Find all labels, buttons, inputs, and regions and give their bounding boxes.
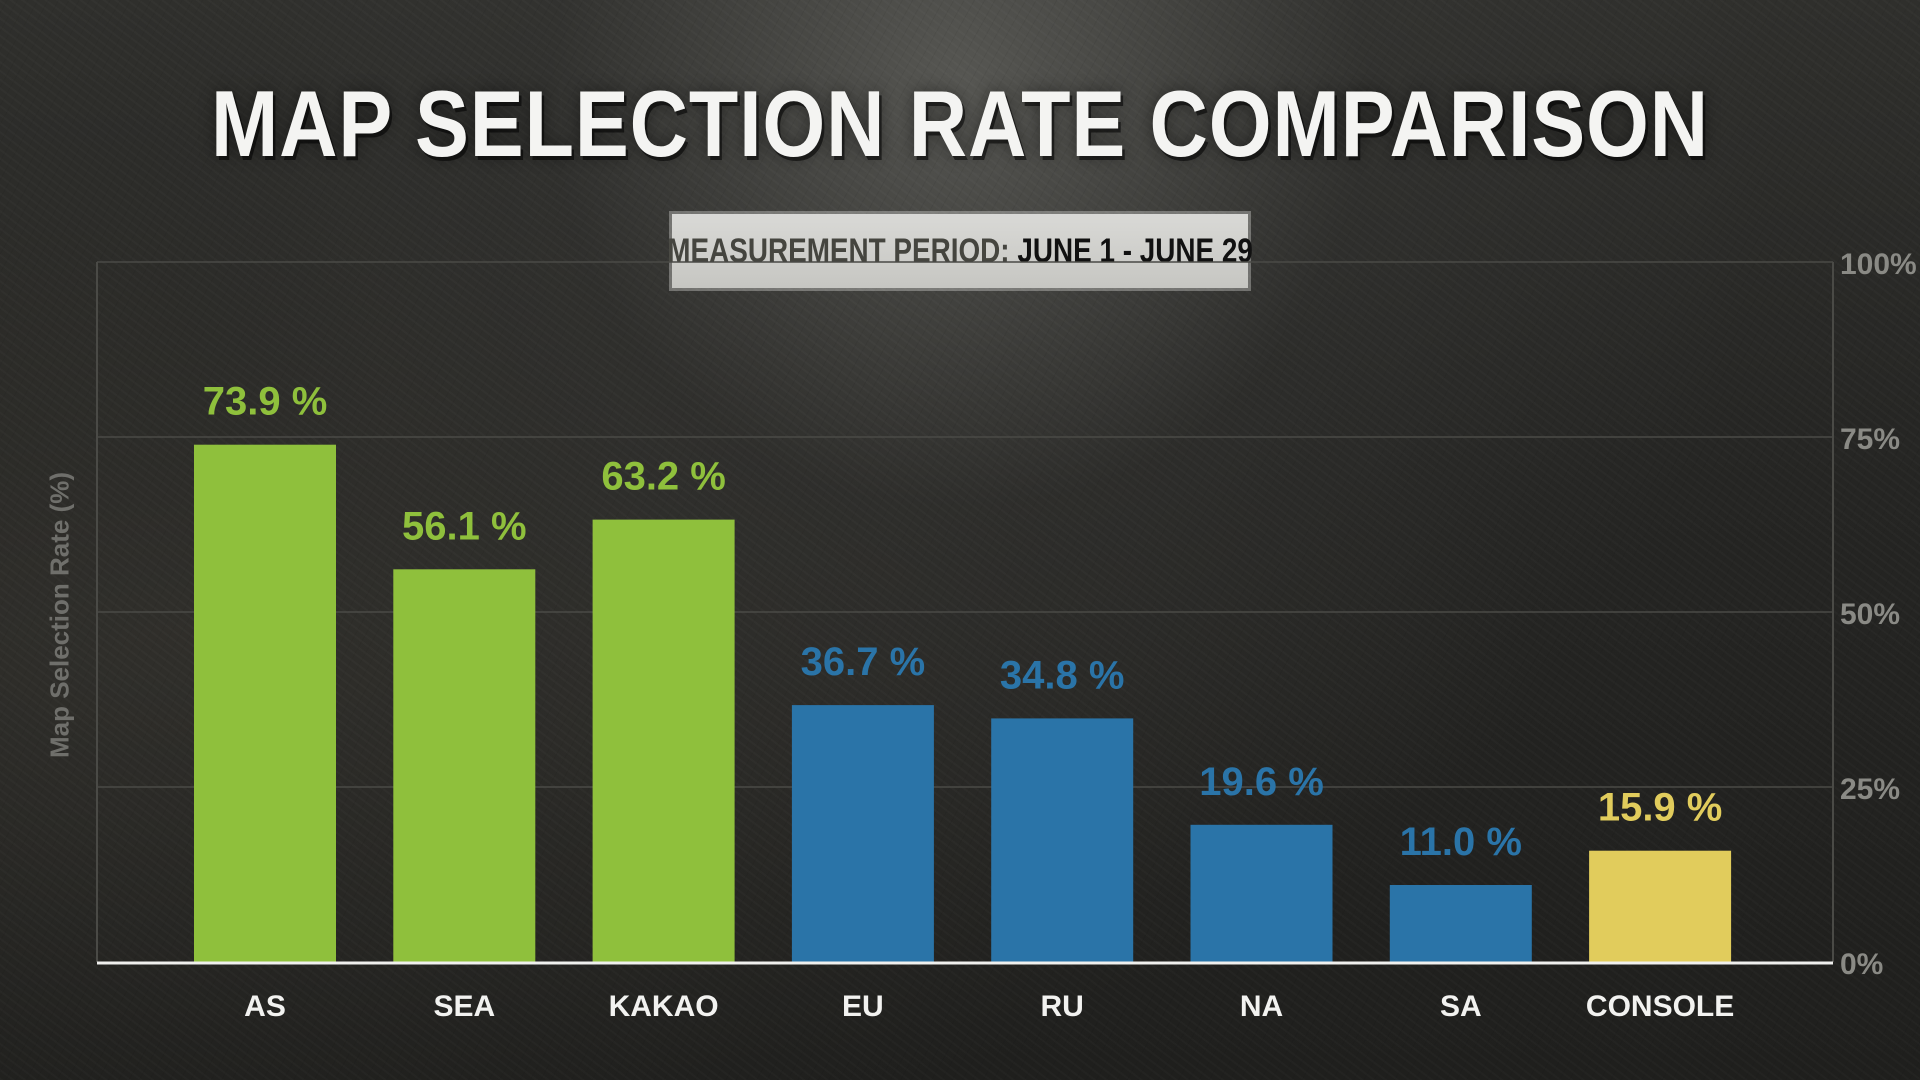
category-label: KAKAO [609, 990, 719, 1023]
period-label: MEASUREMENT PERIOD: [667, 231, 1010, 270]
y-tick-label: 100% [1840, 248, 1917, 281]
value-label: 36.7 % [801, 640, 926, 684]
value-label: 11.0 % [1400, 820, 1522, 864]
category-label: SEA [433, 990, 495, 1023]
bar-ru [991, 718, 1134, 962]
bar-kakao [592, 519, 735, 962]
y-tick-label: 0% [1840, 948, 1883, 981]
category-label: NA [1240, 990, 1283, 1023]
value-label: 73.9 % [203, 380, 328, 424]
value-label: 63.2 % [601, 455, 726, 499]
y-tick-label: 25% [1840, 773, 1900, 806]
category-label: AS [244, 990, 286, 1023]
category-label: RU [1041, 990, 1084, 1023]
bar-sea [393, 569, 536, 962]
value-label: 56.1 % [402, 504, 527, 548]
y-tick-label: 50% [1840, 598, 1900, 631]
y-tick-label: 75% [1840, 423, 1900, 456]
bar-sa [1389, 885, 1532, 962]
value-label: 34.8 % [1000, 653, 1125, 697]
measurement-period-banner: MEASUREMENT PERIOD: JUNE 1 - JUNE 29 [667, 214, 1253, 288]
bar-as [194, 444, 336, 962]
bar-eu [791, 705, 934, 962]
category-label: SA [1440, 990, 1482, 1023]
period-value: JUNE 1 - JUNE 29 [1017, 231, 1253, 270]
chart-title: MAP SELECTION RATE COMPARISON [210, 71, 1710, 176]
category-label: EU [842, 990, 884, 1023]
bar-console [1589, 850, 1732, 962]
bar-na [1190, 824, 1333, 962]
value-label: 15.9 % [1598, 786, 1723, 830]
value-label: 19.6 % [1199, 760, 1324, 804]
category-label: CONSOLE [1586, 990, 1734, 1023]
